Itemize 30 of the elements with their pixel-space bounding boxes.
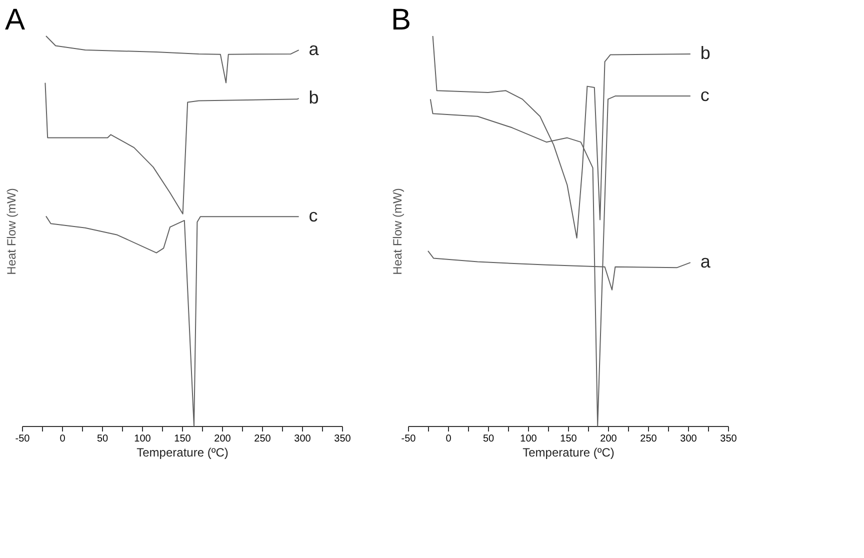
- series-label: b: [700, 42, 710, 63]
- series-label: a: [308, 39, 320, 60]
- x-tick-label: 350: [720, 434, 738, 444]
- x-tick-label: 150: [174, 434, 192, 444]
- x-tick-label: 0: [446, 434, 452, 444]
- y-axis-title: Heat Flow (mW): [390, 188, 404, 275]
- x-tick-label: 100: [134, 434, 152, 444]
- series-label: b: [308, 87, 319, 108]
- x-axis-title: Temperature (ºC): [136, 446, 228, 460]
- series-label: c: [308, 206, 318, 226]
- x-tick-label: 350: [334, 434, 352, 444]
- x-tick-label: 250: [640, 434, 658, 444]
- x-tick-label: 250: [254, 434, 272, 444]
- y-axis-title: Heat Flow (mW): [4, 188, 18, 275]
- x-tick-label: 100: [520, 434, 538, 444]
- x-tick-label: 300: [680, 434, 698, 444]
- x-tick-label: 0: [60, 434, 66, 444]
- series-label: c: [700, 85, 710, 106]
- x-tick-label: 50: [482, 434, 494, 444]
- chart-title: B: [391, 4, 412, 36]
- x-axis-title: Temperature (ºC): [522, 446, 614, 460]
- chart-title: A: [5, 4, 26, 36]
- x-tick-label: 150: [560, 434, 578, 444]
- x-tick-label: 50: [96, 434, 108, 444]
- x-tick-label: 200: [600, 434, 618, 444]
- x-tick-label: -50: [15, 434, 30, 444]
- x-tick-label: -50: [401, 434, 416, 444]
- series-label: a: [700, 252, 712, 272]
- x-tick-label: 300: [294, 434, 312, 444]
- x-tick-label: 200: [214, 434, 232, 444]
